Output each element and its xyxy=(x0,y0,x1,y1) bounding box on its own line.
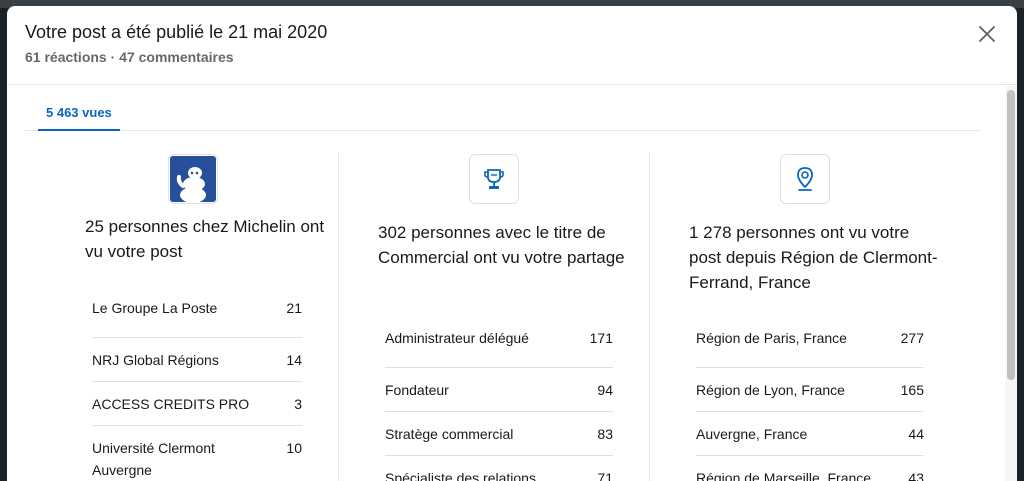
list-item-name: Fondateur xyxy=(385,382,449,398)
company-list: Le Groupe La Poste 21 NRJ Global Régions… xyxy=(92,294,302,481)
list-item-name: Région de Paris, France xyxy=(696,330,847,346)
job-title-badge xyxy=(469,154,519,204)
list-item-count: 277 xyxy=(900,330,924,346)
list-item-name: Auvergne, France xyxy=(696,426,808,442)
list-item-count: 10 xyxy=(286,440,302,456)
company-heading: 25 personnes chez Michelin ont vu votre … xyxy=(85,217,325,261)
tab-views[interactable]: 5 463 vues xyxy=(38,98,120,131)
list-item-name: Région de Lyon, France xyxy=(696,382,845,398)
list-item-count: 14 xyxy=(286,352,302,368)
scrollbar-thumb[interactable] xyxy=(1007,90,1015,380)
location-list: Région de Paris, France 277 Région de Ly… xyxy=(696,324,924,481)
list-item: NRJ Global Régions 14 xyxy=(92,338,302,382)
list-item: Administrateur délégué 171 xyxy=(385,324,613,368)
list-item-name: ACCESS CREDITS PRO xyxy=(92,396,250,412)
location-heading: 1 278 personnes ont vu votre post depuis… xyxy=(689,223,938,292)
list-item-name: Stratège commercial xyxy=(385,426,514,442)
list-item-count: 3 xyxy=(294,396,302,412)
tab-bar: 5 463 vues xyxy=(25,98,981,131)
job-title-list: Administrateur délégué 171 Fondateur 94 … xyxy=(385,324,613,481)
list-item-count: 21 xyxy=(286,300,302,316)
list-item: Région de Marseille, France 43 xyxy=(696,456,924,481)
list-item: Le Groupe La Poste 21 xyxy=(92,294,302,338)
list-item: Fondateur 94 xyxy=(385,368,613,412)
list-item-count: 165 xyxy=(900,382,924,398)
company-logo xyxy=(168,154,218,204)
list-item-count: 83 xyxy=(597,426,613,442)
modal-title: Votre post a été publié le 21 mai 2020 xyxy=(25,22,328,42)
list-item: Auvergne, France 44 xyxy=(696,412,924,456)
list-item-name: Administrateur délégué xyxy=(385,330,529,346)
list-item-name: Le Groupe La Poste xyxy=(92,300,218,316)
list-item-name: Région de Marseille, France xyxy=(696,470,872,481)
job-title-heading: 302 personnes avec le titre de Commercia… xyxy=(378,223,625,267)
close-icon xyxy=(979,26,995,42)
list-item-count: 44 xyxy=(908,426,924,442)
location-badge xyxy=(780,154,830,204)
page-backdrop xyxy=(0,0,1024,8)
list-item-count: 171 xyxy=(589,330,613,346)
list-item: Spécialiste des relations 71 xyxy=(385,456,613,481)
list-item: ACCESS CREDITS PRO 3 xyxy=(92,382,302,426)
close-button[interactable] xyxy=(975,22,999,46)
location-pin-icon xyxy=(797,167,813,191)
modal-header: Votre post a été publié le 21 mai 2020 6… xyxy=(7,6,1017,85)
column-divider xyxy=(338,152,339,481)
list-item: Région de Paris, France 277 xyxy=(696,324,924,368)
list-item-count: 94 xyxy=(597,382,613,398)
list-item-name: Spécialiste des relations xyxy=(385,470,536,481)
post-analytics-modal: Votre post a été publié le 21 mai 2020 6… xyxy=(7,6,1017,481)
list-item-name: NRJ Global Régions xyxy=(92,352,219,368)
reactions-comments-summary: 61 réactions · 47 commentaires xyxy=(25,49,234,65)
list-item: Stratège commercial 83 xyxy=(385,412,613,456)
trophy-icon xyxy=(484,169,504,189)
column-divider xyxy=(649,152,650,481)
list-item-count: 71 xyxy=(597,470,613,481)
list-item-name: Université Clermont Auvergne xyxy=(92,440,215,478)
list-item: Université Clermont Auvergne 10 xyxy=(92,426,302,481)
michelin-logo-icon xyxy=(170,156,216,202)
list-item-count: 43 xyxy=(908,470,924,481)
list-item: Région de Lyon, France 165 xyxy=(696,368,924,412)
